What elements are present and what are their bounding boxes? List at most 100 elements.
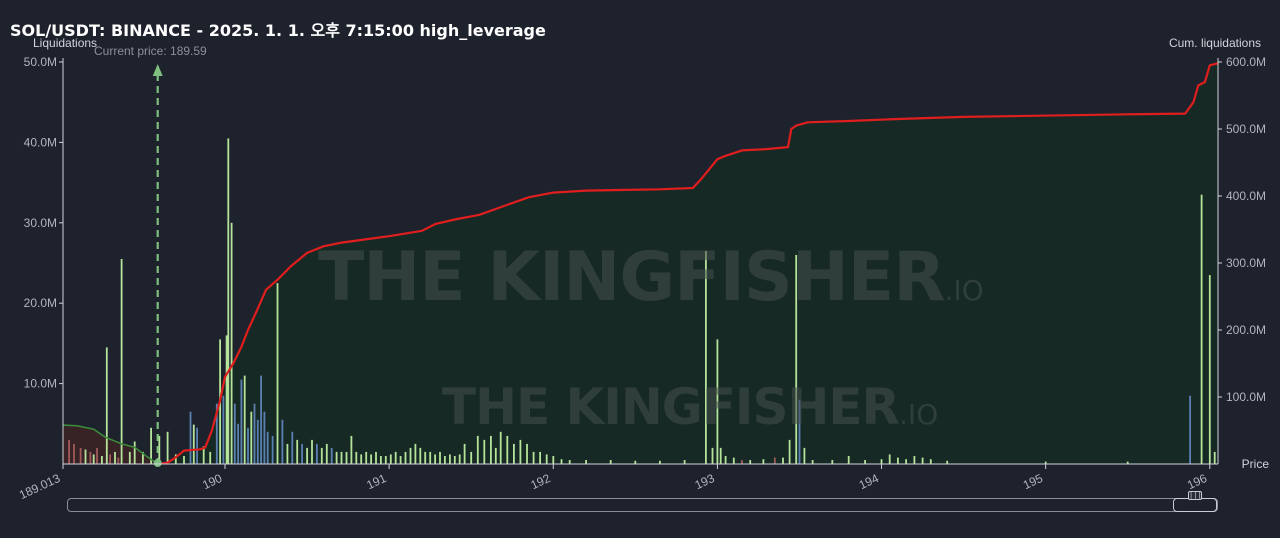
liquidation-bar (105, 347, 108, 464)
liquidation-bar (340, 451, 343, 464)
liquidation-bar (476, 435, 479, 464)
liquidation-bar (946, 460, 949, 464)
liquidation-bar (716, 339, 719, 464)
liquidation-bars (68, 138, 1216, 464)
y-right-axis-title: Cum. liquidations (1168, 36, 1261, 50)
liquidation-bar (519, 439, 522, 464)
liquidation-bar (847, 456, 850, 464)
liquidation-bar (311, 439, 313, 464)
liquidation-bar (929, 459, 932, 464)
liquidation-bar (266, 431, 269, 464)
liquidation-bar (773, 457, 776, 464)
y-axis-right: 100.0M 200.0M 300.0M 400.0M 500.0M 600.0M (1217, 55, 1266, 464)
liquidation-bar (133, 441, 136, 464)
liquidation-bar (316, 443, 318, 464)
liquidation-bar (306, 447, 308, 464)
liquidation-bar (803, 447, 806, 464)
liquidation-bar (276, 283, 279, 464)
liquidation-bar (271, 435, 274, 464)
liquidation-bar (365, 451, 368, 464)
liquidation-bar (84, 449, 87, 464)
liquidation-bar (1126, 461, 1129, 464)
y-left-axis-title: Liquidations (33, 36, 98, 50)
y-right-tick-label: 300.0M (1226, 256, 1266, 270)
liquidation-bar (256, 419, 259, 464)
liquidation-bar (89, 451, 92, 464)
liquidation-bar (79, 447, 82, 464)
liquidation-bar (470, 451, 473, 464)
liquidation-bar (526, 443, 528, 464)
liquidation-bar (560, 459, 563, 464)
liquidation-bar (215, 403, 218, 464)
liquidation-bar (196, 427, 198, 464)
short-side-line (62, 424, 159, 465)
liquidation-bar (227, 138, 230, 464)
x-tick-label: 194 (857, 471, 881, 492)
liquidation-bar (414, 443, 417, 464)
liquidation-bar (286, 443, 289, 464)
liquidation-bar (429, 451, 432, 464)
liquidation-bar (101, 456, 103, 464)
liquidation-bar (1200, 194, 1203, 464)
liquidation-bar (189, 411, 192, 464)
liquidation-bar (192, 424, 195, 464)
liquidation-bar (183, 456, 185, 464)
y-left-tick-label: 10.0M (24, 377, 57, 391)
liquidation-bar (243, 375, 246, 464)
liquidation-bar (719, 447, 722, 464)
liquidation-bar (209, 451, 212, 464)
liquidation-bar (609, 460, 612, 464)
liquidation-bar (1213, 451, 1216, 464)
liquidation-bar (568, 460, 571, 464)
liquidation-bar (202, 446, 205, 464)
liquidation-bar (158, 435, 161, 464)
y-left-tick-label: 30.0M (24, 216, 57, 230)
y-axis-left: 10.0M 20.0M 30.0M 40.0M 50.0M (24, 55, 64, 464)
arrow-up-icon (152, 64, 163, 76)
y-left-tick-label: 50.0M (24, 55, 57, 69)
liquidation-bar (880, 459, 883, 464)
liquidation-bar (394, 451, 397, 464)
range-scrollbar[interactable]: ||| (67, 491, 1218, 512)
liquidation-bar (490, 435, 492, 464)
current-price-marker (152, 64, 163, 467)
liquidation-bar (222, 395, 225, 464)
liquidation-bar (532, 451, 535, 464)
liquidation-bar (732, 457, 735, 464)
y-left-tick-label: 20.0M (24, 296, 57, 310)
x-tick-label: 190 (200, 471, 224, 492)
liquidation-bar (330, 447, 333, 464)
grip-icon[interactable]: ||| (1188, 491, 1202, 500)
liquidation-bar (795, 255, 798, 464)
liquidation-bar (301, 443, 303, 464)
liquidation-bar (798, 399, 801, 464)
liquidation-bar (439, 451, 441, 464)
x-tick-label: 189.013 (17, 471, 63, 502)
liquidation-bar (811, 460, 814, 464)
liquidation-bar (552, 456, 555, 464)
liquidation-bar (897, 457, 899, 464)
liquidation-bar (683, 460, 686, 464)
liquidation-bar (831, 460, 834, 464)
x-tick-label: 195 (1021, 471, 1045, 492)
range-scrollbar-thumb[interactable]: ||| (1173, 491, 1217, 512)
liquidation-bar (230, 222, 233, 464)
liquidation-bar (458, 454, 461, 464)
liquidation-bar (120, 259, 123, 464)
x-tick-label: 191 (364, 471, 388, 492)
liquidation-bar (263, 411, 266, 464)
liquidation-bar (741, 460, 743, 464)
y-right-tick-label: 500.0M (1226, 122, 1266, 136)
y-right-tick-label: 600.0M (1226, 55, 1266, 69)
liquidation-bar (375, 451, 377, 464)
liquidation-bar (539, 451, 541, 464)
liquidation-bar (291, 431, 294, 464)
liquidation-bar (117, 457, 120, 464)
liquidation-bar (68, 439, 70, 464)
liquidation-bar (253, 403, 256, 464)
liquidation-bar (380, 456, 382, 464)
liquidation-bar (506, 435, 509, 464)
liquidation-bar (92, 454, 95, 464)
liquidation-bar (320, 447, 323, 464)
y-right-tick-label: 100.0M (1226, 390, 1266, 404)
